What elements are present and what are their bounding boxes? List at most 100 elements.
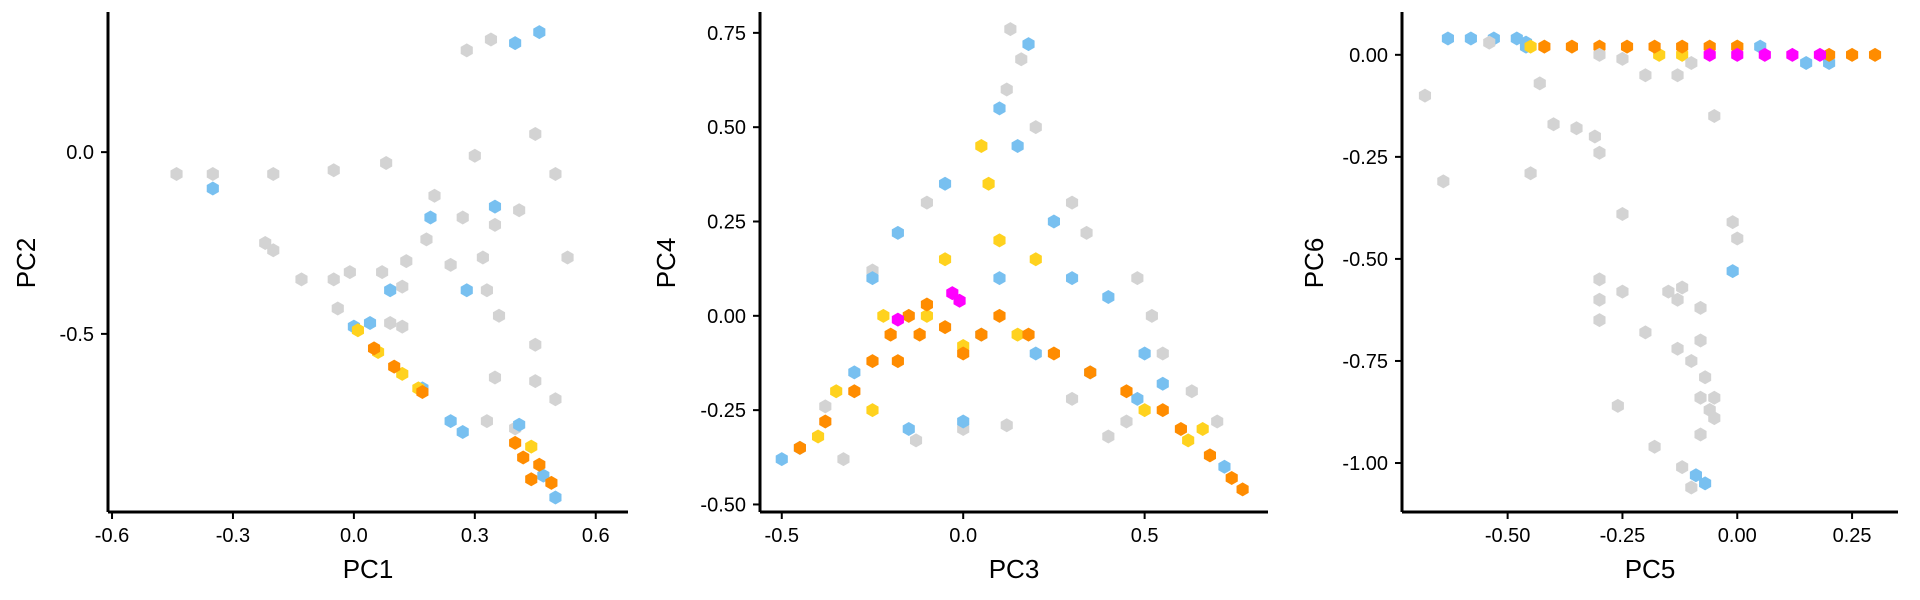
hexbin-cell-grey [1145, 308, 1158, 323]
hexbin-cell-grey [380, 156, 393, 171]
hexbin-cell-grey [1726, 215, 1739, 230]
hexbin-cell-yellow [938, 252, 952, 267]
hexbin-cell-blue [206, 181, 219, 196]
hexbin-cell-orange [1236, 482, 1249, 497]
x-tick-label: 0.5 [1131, 525, 1159, 547]
hexbin-cell-grey [1676, 460, 1689, 475]
hexbin-cell-grey [1611, 398, 1624, 413]
hexbin-cell-grey [396, 319, 409, 334]
hexbin-cell-grey [1685, 480, 1698, 495]
hexbin-marks [1418, 31, 1882, 495]
hexbin-cell-grey [488, 217, 502, 232]
hexbin-cell-grey [1699, 370, 1712, 385]
hexbin-cell-grey [1676, 280, 1689, 295]
x-tick-label: 0.3 [461, 525, 489, 547]
y-tick-label: -0.75 [1342, 351, 1388, 373]
hexbin-cell-yellow [1011, 327, 1024, 342]
x-tick-label: 0.25 [1833, 525, 1872, 547]
hexbin-cell-blue [1047, 214, 1060, 229]
hexbin-cell-orange [1022, 327, 1035, 342]
hexbin-cell-yellow [351, 323, 364, 338]
hexbin-cell-yellow [1138, 403, 1151, 418]
x-tick-label: 0.0 [949, 525, 977, 547]
hexbin-cell-grey [1080, 225, 1093, 240]
hexbin-cell-grey [1524, 166, 1537, 181]
hexbin-cell-grey [529, 337, 542, 352]
hexbin-cell-blue [1464, 31, 1477, 46]
hexbin-cell-grey [1639, 325, 1652, 340]
hexbin-cell-blue [424, 210, 437, 225]
x-tick-label: -0.5 [765, 525, 799, 547]
hexbin-cell-orange [1084, 365, 1097, 380]
hexbin-cell-orange [525, 472, 538, 487]
hexbin-cell-blue [1510, 31, 1523, 46]
hexbin-cell-blue [902, 422, 915, 436]
hexbin-cell-orange [920, 297, 933, 312]
hexbin-cell-grey [1639, 68, 1652, 83]
hexbin-cell-grey [1156, 346, 1169, 361]
x-tick-label: -0.25 [1600, 525, 1646, 547]
hexbin-cell-yellow [982, 176, 995, 191]
x-axis-title: PC3 [989, 554, 1040, 584]
hexbin-cell-blue [1102, 289, 1115, 304]
hexbin-cell-blue [993, 271, 1006, 286]
hexbin-cell-yellow [1182, 433, 1195, 448]
hexbin-cell-grey [1694, 333, 1707, 348]
hexbin-cell-grey [1593, 272, 1606, 287]
hexbin-cell-orange [913, 327, 926, 342]
hexbin-cell-blue [848, 365, 861, 380]
hexbin-cell-blue [1689, 468, 1702, 483]
hexbin-cell-blue [1800, 55, 1813, 70]
y-tick-label: -0.25 [700, 400, 746, 422]
y-tick-label: 0.00 [707, 306, 746, 328]
hexbin-cell-orange [388, 359, 401, 374]
hexbin-cell-orange [1846, 47, 1859, 62]
y-axis-title: PC6 [1299, 238, 1329, 289]
hexbin-cell-orange [1203, 448, 1217, 463]
hexbin-cell-orange [533, 457, 546, 472]
hexbin-cell-grey [1004, 22, 1017, 37]
hexbin-cell-grey [1185, 384, 1198, 399]
hexbin-cell-grey [1708, 109, 1721, 124]
y-tick-label: 0.25 [707, 212, 746, 234]
hexbin-cell-grey [1015, 52, 1028, 67]
hexbin-cell-orange [957, 346, 970, 361]
hexbin-cell-blue [891, 225, 904, 240]
hexbin-cell-grey [1593, 47, 1606, 62]
x-axis-title: PC5 [1625, 554, 1676, 584]
hexbin-cell-grey [206, 166, 219, 181]
hexbin-cell-magenta [1731, 47, 1744, 62]
x-tick-label: 0.0 [340, 525, 368, 547]
hexbin-cell-grey [343, 265, 356, 280]
hexbin-cell-blue [1022, 37, 1035, 52]
hexbin-cell-blue [866, 271, 879, 286]
hexbin-cell-grey [1685, 55, 1698, 70]
hexbin-cell-blue [1011, 139, 1024, 154]
hexbin-cell-grey [267, 166, 280, 181]
y-tick-label: -1.00 [1342, 453, 1388, 475]
hexbin-cell-orange [866, 354, 879, 369]
hexbin-cell-grey [295, 272, 308, 287]
hexbin-cell-blue [533, 25, 546, 40]
hexbin-cell-grey [1593, 145, 1606, 160]
hexbin-cell-grey [1065, 391, 1079, 406]
y-axis-title: PC2 [11, 238, 41, 289]
hexbin-cell-grey [1588, 129, 1601, 144]
hexbin-cell-grey [420, 232, 433, 247]
hexbin-cell-yellow [975, 139, 988, 154]
hexbin-cell-grey [819, 399, 832, 414]
hexbin-cell-yellow [830, 384, 843, 399]
hexbin-cell-grey [1065, 195, 1079, 210]
hexbin-cell-blue [1138, 346, 1151, 361]
hexbin-cell-grey [1671, 292, 1684, 307]
hexbin-cell-blue [1131, 391, 1144, 406]
hexbin-cell-orange [367, 341, 381, 356]
hexbin-cell-blue [1156, 376, 1169, 391]
hexbin-cell-grey [267, 243, 280, 258]
hexbin-cell-orange [1538, 39, 1551, 54]
hexbin-cell-grey [1437, 174, 1450, 189]
hexbin-cell-magenta [891, 312, 904, 327]
hexbin-cell-grey [549, 166, 562, 181]
hexbin-cell-orange [1565, 39, 1578, 54]
y-tick-label: -0.50 [1342, 249, 1388, 271]
